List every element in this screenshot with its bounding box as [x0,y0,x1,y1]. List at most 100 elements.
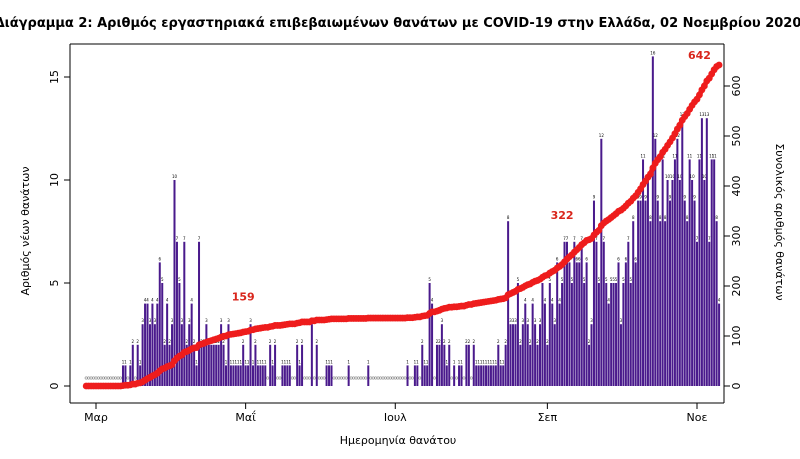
daily-bar [666,180,669,386]
bar-value-label: 6 [585,256,588,261]
daily-bar [141,324,144,386]
daily-bar [431,303,434,386]
x-tick-label: Ιουλ [384,411,407,424]
daily-bar [553,324,556,386]
bar-value-label: 2 [468,339,471,344]
cumulative-callout: 322 [551,209,574,222]
daily-bar [492,365,495,386]
zero-marker [89,376,93,380]
zero-marker [114,376,118,380]
daily-bar [619,324,622,386]
y-right-tick-label: 500 [730,126,743,147]
bar-value-label: 11 [712,153,718,158]
y-left-tick-label: 10 [48,173,61,187]
bar-value-label: 2 [316,339,319,344]
daily-bar [489,365,492,386]
daily-bar [190,303,193,386]
bar-value-label: 10 [677,174,683,179]
daily-bar [485,365,488,386]
daily-bar [443,344,446,386]
daily-bar [514,324,517,386]
bar-value-label: 3 [534,318,537,323]
daily-bar [475,365,478,386]
bar-value-label: 1 [281,359,284,364]
daily-bar [671,180,674,386]
bar-value-label: 3 [512,318,515,323]
bar-value-label: 2 [472,339,475,344]
bar-value-label: 7 [708,236,711,241]
bar-value-label: 4 [718,298,721,303]
bar-value-label: 6 [578,256,581,261]
bar-value-label: 2 [136,339,139,344]
zero-marker [359,376,363,380]
bar-value-label: 7 [696,236,699,241]
daily-bar [347,365,350,386]
daily-bar [521,324,524,386]
cumulative-callout: 642 [688,49,711,62]
bar-value-label: 1 [195,359,198,364]
cumulative-point [696,91,703,99]
daily-bar [139,365,142,386]
bar-value-label: 11 [697,153,703,158]
daily-bar [494,365,497,386]
daily-bar [458,365,461,386]
zero-marker [322,376,326,380]
daily-bar [254,344,257,386]
daily-bar [695,241,698,386]
zero-marker [92,376,96,380]
daily-bar [548,283,551,386]
daily-bar [237,365,240,386]
y-left-tick-label: 15 [48,70,61,84]
daily-bar [551,303,554,386]
daily-bar [183,241,186,386]
bar-value-label: 1 [458,359,461,364]
bar-value-label: 1 [232,359,235,364]
bar-value-label: 4 [531,298,534,303]
bar-value-label: 2 [421,339,424,344]
daily-bar [210,344,213,386]
zero-marker [388,376,392,380]
bar-value-label: 4 [144,298,147,303]
bar-value-label: 8 [632,215,635,220]
zero-marker [349,376,353,380]
daily-bar [440,324,443,386]
daily-bar [632,221,635,386]
bar-value-label: 9 [593,195,596,200]
bar-value-label: 10 [670,174,676,179]
daily-bar [283,365,286,386]
bar-value-label: 1 [475,359,478,364]
y-axis-right-label: Συνολικός αριθμός θανάτων [773,143,786,300]
bar-value-label: 4 [166,298,169,303]
y-right-tick-label: 100 [730,326,743,347]
bar-value-label: 1 [259,359,262,364]
daily-bar [281,365,284,386]
bar-value-label: 3 [553,318,556,323]
bar-value-label: 8 [664,215,667,220]
bar-value-label: 3 [522,318,525,323]
bar-value-label: 1 [367,359,370,364]
daily-bar [136,344,139,386]
bar-value-label: 3 [227,318,230,323]
daily-bar [708,241,711,386]
bar-value-label: 8 [686,215,689,220]
daily-bar [460,365,463,386]
daily-bar [615,283,618,386]
bar-value-label: 1 [499,359,502,364]
daily-bar [669,200,672,386]
daily-bar [664,221,667,386]
bar-value-label: 1 [289,359,292,364]
daily-bar [617,262,620,386]
bar-value-label: 5 [615,277,618,282]
bar-value-label: 1 [423,359,426,364]
daily-bar [259,365,262,386]
daily-bar [264,365,267,386]
daily-bar [568,262,571,386]
daily-bar [156,303,159,386]
daily-bar [563,241,566,386]
bar-value-label: 9 [644,195,647,200]
daily-bar [256,365,259,386]
daily-bar [416,365,419,386]
daily-bar [499,365,502,386]
zero-marker [305,376,309,380]
